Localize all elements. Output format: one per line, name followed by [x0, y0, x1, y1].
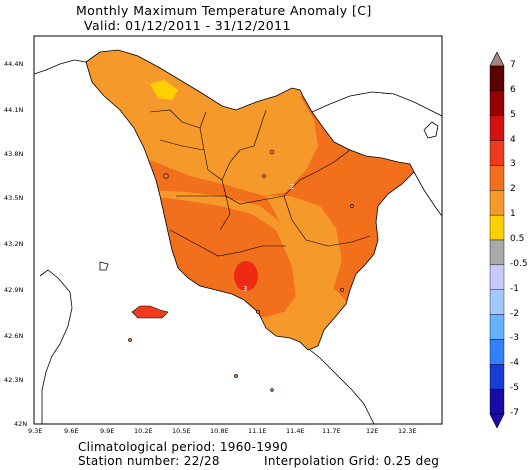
color-legend: 7 6 5 4 3 2 1 0.5 -0.5 -1 -2 -3 -4 -5 -7	[486, 52, 532, 430]
province-borders	[149, 109, 371, 257]
legend-arrow-bottom	[489, 413, 505, 429]
legend-label: 3	[510, 159, 516, 170]
legend-label: -4	[510, 358, 519, 369]
lon-label: 10.5E	[172, 427, 191, 435]
legend-label: 0.5	[510, 234, 525, 244]
legend-label: 5	[510, 109, 516, 120]
map-footer: Climatological period: 1960-1990 Station…	[0, 436, 532, 470]
lat-label: 42.3N	[4, 376, 23, 384]
lon-label: 10.8E	[210, 427, 229, 435]
coastline-outline	[34, 59, 87, 75]
legend-colorbar	[489, 52, 505, 429]
lat-label: 43.8N	[4, 150, 23, 158]
legend-swatch	[489, 190, 505, 216]
legend-swatch	[489, 165, 505, 191]
map-title: Monthly Maximum Temperature Anomaly [C]	[76, 3, 372, 18]
tuscany-outline	[85, 49, 415, 351]
lon-label: 9.9E	[100, 427, 114, 435]
legend-swatch	[489, 65, 505, 92]
legend-label: 4	[510, 134, 516, 145]
lon-label: 10.2E	[134, 427, 153, 435]
lat-label: 44.4N	[4, 60, 23, 68]
anomaly-field-4	[266, 196, 342, 322]
coastline-outline	[413, 171, 442, 217]
coastline-outline	[299, 341, 375, 424]
map-title-block: Monthly Maximum Temperature Anomaly [C] …	[0, 0, 532, 36]
anomaly-hotspot	[234, 261, 258, 291]
legend-swatch	[489, 115, 505, 141]
legend-swatch	[489, 289, 505, 315]
lat-label: 43.2N	[4, 240, 23, 248]
lon-label: 11.7E	[322, 427, 341, 435]
legend-label: 2	[510, 184, 516, 195]
legend-swatch	[489, 388, 505, 415]
legend-label: -7	[510, 408, 519, 418]
legend-label: 7	[510, 60, 516, 70]
lon-label: 9.3E	[28, 427, 42, 435]
legend-swatch	[489, 264, 505, 290]
lon-label: 9.6E	[64, 427, 78, 435]
elba-island	[131, 305, 169, 319]
lat-label: 44.1N	[4, 106, 23, 114]
anomaly-field-5	[150, 80, 178, 100]
legend-label: -5	[510, 383, 519, 394]
lon-label: 11.1E	[248, 427, 267, 435]
legend-swatch	[489, 140, 505, 166]
legend-label: -3	[510, 333, 519, 344]
contour-label: 3	[243, 285, 247, 293]
legend-arrow-top	[489, 52, 505, 67]
legend-label: 1	[510, 209, 516, 220]
legend-swatch	[489, 364, 505, 390]
coastline-outline	[39, 269, 73, 424]
legend-swatch	[489, 214, 505, 241]
lon-label: 11.4E	[286, 427, 305, 435]
legend-swatch	[489, 314, 505, 340]
latitude-labels: 44.4N 44.1N 43.8N 43.5N 43.2N 42.9N 42.6…	[4, 60, 27, 428]
island-outline	[423, 121, 439, 139]
lat-label: 42N	[14, 420, 27, 428]
island-outline	[99, 261, 109, 271]
islets	[128, 149, 354, 392]
coastline-outline	[311, 91, 442, 117]
climatological-period: Climatological period: 1960-1990	[78, 440, 288, 454]
legend-label: -0.5	[510, 258, 528, 269]
legend-label: -2	[510, 308, 519, 319]
lon-label: 12.3E	[398, 427, 417, 435]
legend-label: 6	[510, 84, 516, 95]
legend-swatch	[489, 339, 505, 365]
lat-label: 42.6N	[4, 332, 23, 340]
valid-period: Valid: 01/12/2011 - 31/12/2011	[84, 18, 291, 33]
station-number: Station number: 22/28	[78, 454, 220, 468]
legend-swatch	[489, 239, 505, 266]
legend-swatch	[489, 90, 505, 116]
lon-label: 12E	[366, 427, 378, 435]
contour-label: 2	[290, 183, 294, 191]
lat-label: 42.9N	[4, 286, 23, 294]
longitude-labels: 9.3E 9.6E 9.9E 10.2E 10.5E 10.8E 11.1E 1…	[28, 427, 417, 435]
interpolation-grid: Interpolation Grid: 0.25 deg	[264, 454, 440, 468]
legend-label: -1	[510, 283, 519, 294]
lat-label: 43.5N	[4, 194, 23, 202]
